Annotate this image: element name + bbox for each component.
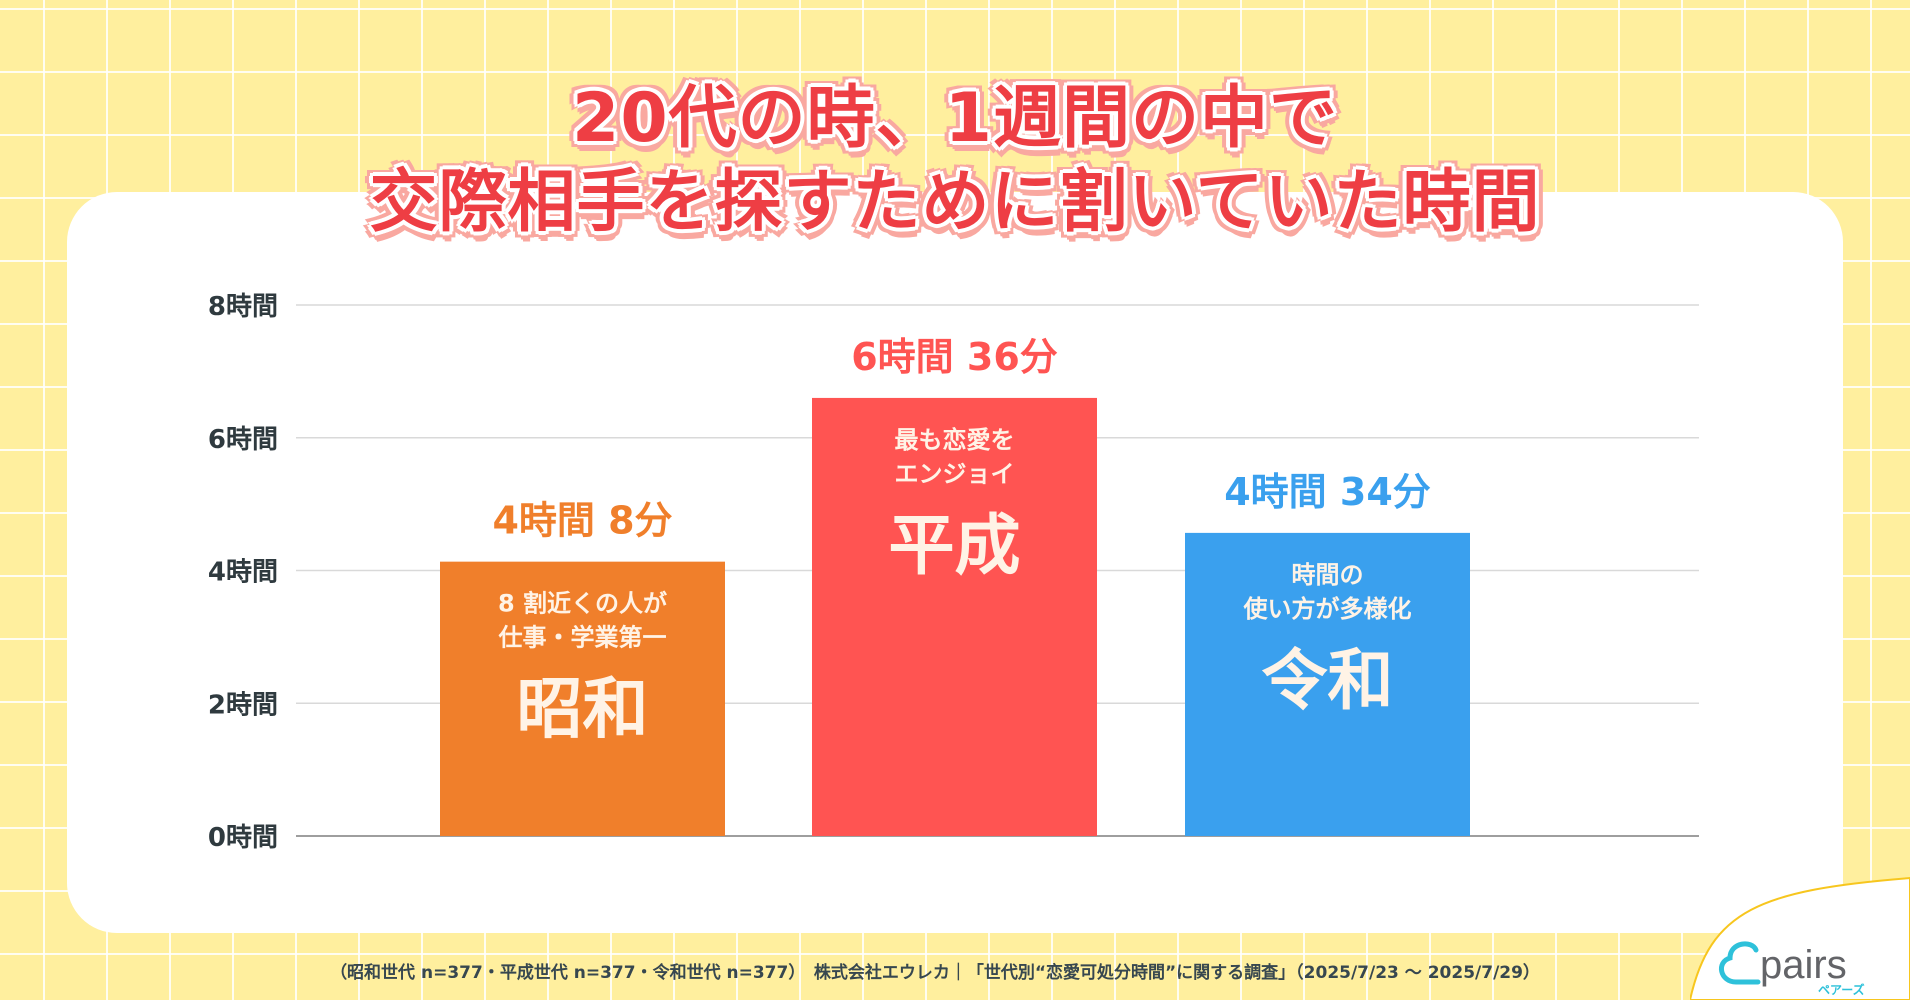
logo-wordmark: pairs [1760, 943, 1847, 987]
y-tick-label: 0時間 [208, 823, 278, 853]
y-tick-label: 6時間 [208, 425, 278, 455]
category-label: 昭和 [517, 671, 649, 748]
y-tick-label: 2時間 [208, 690, 278, 720]
value-label: 4時間 34分 [1224, 470, 1431, 514]
bar-1 [440, 561, 725, 836]
bar-caption: 8 割近くの人が [498, 590, 667, 618]
bar-2 [812, 397, 1097, 836]
category-label: 平成 [889, 507, 1021, 584]
value-label: 6時間 36分 [851, 335, 1058, 379]
title-line-2: 交際相手を探すために割いていた時間 [369, 163, 1541, 242]
bar-caption: 使い方が多様化 [1243, 595, 1412, 623]
bar-3 [1185, 532, 1470, 836]
value-label: 4時間 8分 [492, 499, 672, 543]
bar-caption: エンジョイ [895, 460, 1015, 488]
pairs-logo: pairs ペアーズ [1690, 876, 1910, 1000]
logo-sub: ペアーズ [1818, 982, 1865, 997]
source-footer: （昭和世代 n=377・平成世代 n=377・令和世代 n=377） 株式会社エ… [330, 963, 1540, 983]
bar-caption: 時間の [1292, 561, 1364, 589]
y-tick-label: 8時間 [208, 292, 278, 322]
cloud-icon [1719, 941, 1761, 985]
y-tick-label: 4時間 [208, 558, 278, 588]
title-line-1: 20代の時、1週間の中で [572, 79, 1338, 158]
bar-caption: 仕事・学業第一 [498, 624, 667, 652]
category-label: 令和 [1262, 642, 1394, 719]
bar-caption: 最も恋愛を [895, 426, 1015, 454]
